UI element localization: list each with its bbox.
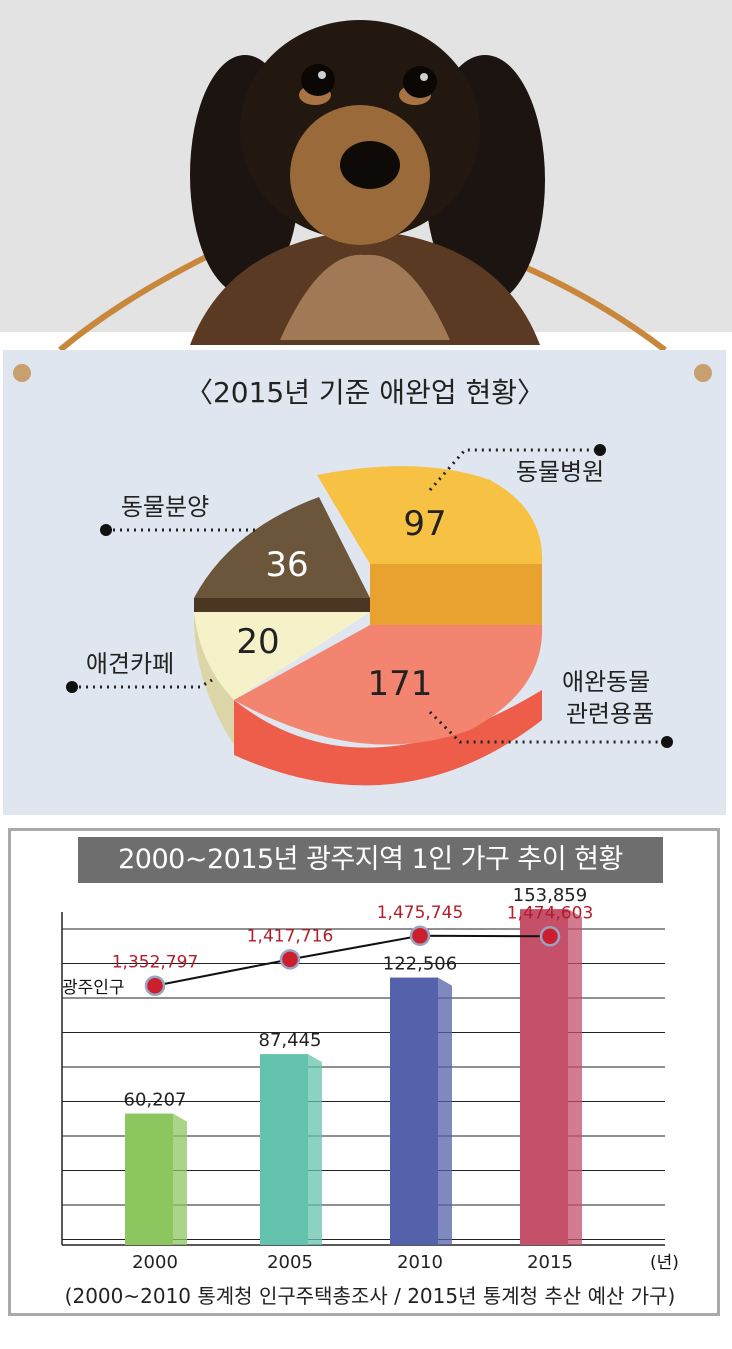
pie-slice-dongmulbyeongwon — [317, 466, 543, 564]
population-point — [279, 949, 301, 970]
pie-value-20: 20 — [236, 622, 279, 662]
pie-label-aewandongmul-line1: 애완동물 — [562, 668, 650, 696]
pie-title: 〈2015년 기준 애완업 현황〉 — [185, 376, 545, 409]
line-series-label: 광주인구 — [62, 978, 125, 998]
bar-value-label: 153,859 — [513, 885, 587, 906]
dog-illustration — [58, 20, 667, 353]
bar-2010 — [390, 977, 438, 1245]
bar-side-2000 — [173, 1113, 187, 1245]
chart-title-bar: 2000~2015년 광주지역 1인 가구 추이 현황 — [78, 837, 663, 883]
population-point — [539, 926, 561, 947]
pie-slice-dongmulbunyang — [194, 598, 370, 612]
bar-side-2015 — [568, 909, 582, 1245]
source-note: (2000~2010 통계청 인구주택총조사 / 2015년 통계청 추산 예산… — [65, 1284, 676, 1308]
population-point — [409, 925, 431, 947]
bar-2000 — [125, 1113, 173, 1245]
x-tick-label: 2005 — [267, 1252, 313, 1273]
pie-label-dongmulbyeongwon: 동물병원 — [516, 458, 604, 486]
population-line — [154, 934, 551, 987]
bar-value-label: 122,506 — [383, 954, 457, 975]
pie-chart: 〈2015년 기준 애완업 현황〉 97 171 20 36 동물병원 동물분양… — [66, 376, 673, 786]
pie-slice-dongmulbyeongwon-side — [370, 564, 542, 625]
pie-value-171: 171 — [368, 664, 433, 704]
x-tick-label: 2015 — [527, 1252, 573, 1273]
bar-side-2005 — [308, 1054, 322, 1245]
sign-nails — [13, 364, 712, 382]
pie-value-97: 97 — [403, 504, 446, 544]
population-point — [144, 975, 166, 996]
pie-slice-aewandongmul-side — [234, 690, 542, 786]
bar-value-label: 60,207 — [124, 1090, 187, 1111]
pie-label-aewandongmul-line2: 관련용품 — [566, 700, 654, 728]
pie-slice-aegyeoncafe-side — [193, 612, 234, 745]
pie-slice-dongmulbunyang-top — [194, 497, 370, 598]
bar-side-2010 — [438, 977, 452, 1245]
x-tick-label: 2000 — [132, 1252, 178, 1273]
population-value-label: 1,475,745 — [377, 903, 464, 923]
x-tick-label: 2010 — [397, 1252, 443, 1273]
pie-slice-aewandongmul — [234, 625, 543, 745]
chart-title: 2000~2015년 광주지역 1인 가구 추이 현황 — [118, 844, 623, 875]
pie-label-aewandongmul: 애완동물 관련용품 — [562, 668, 658, 728]
x-unit-label: (년) — [650, 1253, 679, 1273]
bar-2005 — [260, 1054, 308, 1245]
bar-value-label: 87,445 — [259, 1030, 322, 1051]
bar-2015 — [520, 909, 568, 1245]
pie-label-dongmulbunyang: 동물분양 — [121, 493, 209, 521]
population-value-label: 1,474,603 — [507, 903, 594, 923]
pie-slice-aegyeoncafe — [194, 612, 370, 700]
pie-value-36: 36 — [265, 545, 308, 585]
pie-label-aegyeoncafe: 애견카페 — [86, 650, 174, 678]
population-value-label: 1,417,716 — [247, 926, 334, 946]
population-value-label: 1,352,797 — [112, 953, 199, 973]
